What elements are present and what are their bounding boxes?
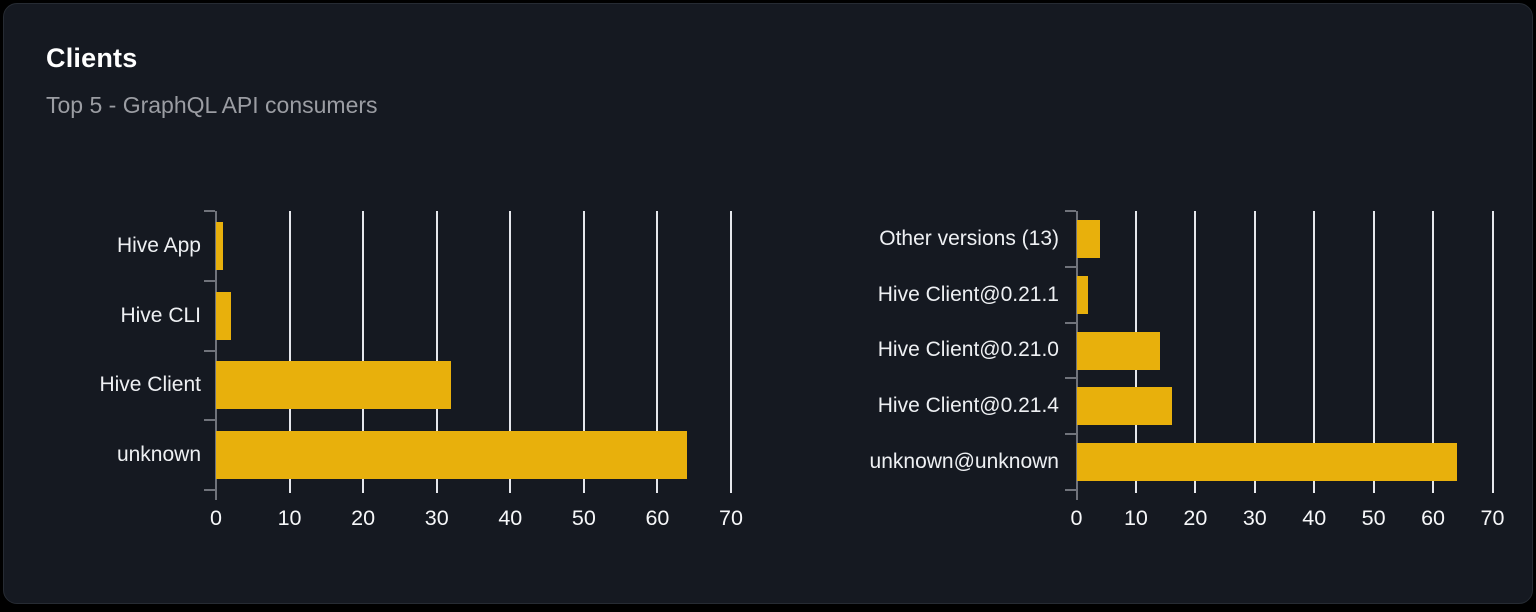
bar-hive-app[interactable] — [216, 221, 224, 270]
y-axis-labels: Other versions (13) Hive Client@0.21.1 Hiv… — [844, 211, 1059, 490]
y-axis-tick — [204, 349, 215, 352]
category-label: unknown — [116, 443, 201, 467]
y-axis-tick — [204, 279, 215, 282]
bar-hive-client[interactable] — [216, 361, 452, 410]
y-axis-tick — [204, 489, 215, 491]
gridline — [1313, 211, 1316, 493]
x-axis-tick-label: 10 — [277, 506, 302, 530]
x-axis-tick-label: 30 — [424, 506, 449, 530]
y-axis-tick — [204, 210, 215, 212]
gridline — [1194, 211, 1197, 493]
plot-area: 0 10 20 30 40 50 60 70 — [204, 210, 743, 545]
bar-hive-client-0-21-0[interactable] — [1076, 331, 1160, 370]
category-label: Hive Client@0.21.1 — [877, 282, 1059, 306]
bar-other-versions-13-[interactable] — [1076, 219, 1101, 258]
x-axis-tick-label: 70 — [719, 506, 743, 530]
gridline — [509, 211, 512, 493]
bar-unknown[interactable] — [216, 431, 687, 480]
gridline — [582, 211, 585, 493]
category-label: Hive Client — [99, 373, 201, 397]
x-axis-tick-label: 10 — [1123, 506, 1148, 530]
card-title: Clients — [46, 43, 138, 73]
bar-hive-cli[interactable] — [216, 291, 231, 340]
plot-area: 0 10 20 30 40 50 60 70 — [1064, 210, 1504, 545]
gridline — [1432, 211, 1435, 493]
category-label: Hive Client@0.21.4 — [877, 394, 1059, 418]
gridline — [435, 211, 438, 493]
x-axis-tick-label: 20 — [1183, 506, 1208, 530]
y-axis-line — [215, 211, 217, 500]
gridline — [730, 211, 732, 493]
card-subtitle: Top 5 - GraphQL API consumers — [46, 92, 378, 118]
x-axis-tick-label: 30 — [1242, 506, 1267, 530]
clients-by-version-chart: Other versions (13) Hive Client@0.21.1 Hiv… — [844, 210, 1504, 545]
y-axis-tick — [1064, 210, 1076, 212]
x-axis-tick-label: 60 — [645, 506, 670, 530]
x-axis-tick-label: 50 — [1361, 506, 1386, 530]
y-axis-tick — [1064, 265, 1076, 268]
gridline — [1372, 211, 1375, 493]
category-label: Hive App — [116, 233, 201, 257]
category-label: Other versions (13) — [879, 226, 1059, 250]
y-axis-tick — [1064, 489, 1076, 491]
x-axis-tick-label: 70 — [1480, 506, 1505, 530]
clients-by-name-chart: Hive App Hive CLI Hive Client unknown 0 10 20 3… — [41, 210, 743, 545]
gridline — [1491, 211, 1494, 493]
x-axis-tick-label: 40 — [498, 506, 523, 530]
category-label: unknown@unknown — [869, 450, 1059, 474]
x-axis-tick-label: 40 — [1302, 506, 1327, 530]
x-axis-tick-label: 0 — [1070, 506, 1083, 530]
y-axis-tick — [204, 419, 215, 422]
x-axis-tick-label: 60 — [1421, 506, 1446, 530]
x-axis-tick-label: 50 — [571, 506, 596, 530]
x-axis-tick-label: 20 — [351, 506, 376, 530]
gridline — [656, 211, 659, 493]
y-axis-labels: Hive App Hive CLI Hive Client unknown — [41, 211, 201, 490]
category-label: Hive Client@0.21.0 — [877, 338, 1059, 362]
x-axis-tick-label: 0 — [210, 506, 222, 530]
y-axis-tick — [1064, 321, 1076, 324]
category-label: Hive CLI — [120, 303, 201, 327]
bar-hive-client-0-21-4[interactable] — [1076, 387, 1172, 426]
y-axis-tick — [1064, 377, 1076, 380]
y-axis-tick — [1064, 433, 1076, 436]
gridline — [288, 211, 291, 493]
bar-hive-client-0-21-1[interactable] — [1076, 275, 1089, 314]
clients-card: Clients Top 5 - GraphQL API consumers Hi… — [3, 3, 1533, 604]
gridline — [1253, 211, 1256, 493]
bar-unknown-unknown[interactable] — [1076, 443, 1457, 482]
gridline — [362, 211, 365, 493]
